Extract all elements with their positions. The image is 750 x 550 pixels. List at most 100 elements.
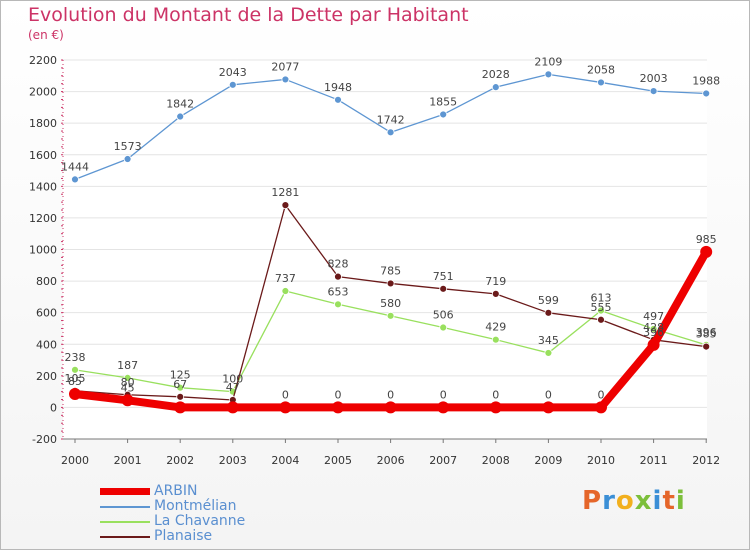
y-tick-label: 400 xyxy=(36,338,57,351)
data-point-2 xyxy=(597,306,605,315)
data-point-2 xyxy=(649,325,658,333)
data-label-3: 599 xyxy=(538,294,559,307)
x-tick-label: 2006 xyxy=(377,454,405,467)
data-point-2 xyxy=(386,311,395,320)
data-label-2: 613 xyxy=(591,292,612,305)
x-tick-label: 2011 xyxy=(640,454,668,467)
data-point-3 xyxy=(439,284,448,293)
data-point-2 xyxy=(491,335,500,344)
logo-letter: i xyxy=(675,486,686,516)
data-label-1: 1742 xyxy=(377,113,405,126)
data-label-2: 396 xyxy=(696,326,717,339)
data-label-0: 0 xyxy=(545,388,552,401)
chart-subtitle: (en €) xyxy=(28,28,64,42)
data-point-1 xyxy=(491,83,500,92)
data-point-0 xyxy=(384,401,397,414)
data-label-0: 0 xyxy=(440,388,447,401)
data-label-2: 238 xyxy=(65,351,86,364)
data-point-0 xyxy=(437,401,450,414)
x-tick-label: 2010 xyxy=(587,454,615,467)
data-point-3 xyxy=(176,392,185,401)
data-point-3 xyxy=(281,201,290,210)
y-tick-label: 2200 xyxy=(29,54,57,67)
legend-label-planaise: Planaise xyxy=(154,528,213,544)
data-label-0: 0 xyxy=(598,388,605,401)
data-point-2 xyxy=(71,365,79,374)
y-tick-label: 1200 xyxy=(29,212,57,225)
y-tick-label: 0 xyxy=(50,401,57,414)
data-point-1 xyxy=(228,80,237,89)
data-point-0 xyxy=(226,401,239,414)
y-tick-label: 200 xyxy=(36,370,57,383)
chart-title: Evolution du Montant de la Dette par Hab… xyxy=(28,4,469,26)
data-label-2: 497 xyxy=(643,310,664,323)
proxiti-logo: Proxiti xyxy=(582,486,686,516)
data-label-2: 653 xyxy=(328,285,349,298)
data-point-2 xyxy=(334,300,342,309)
data-point-2 xyxy=(123,373,132,382)
data-point-0 xyxy=(700,245,713,258)
data-point-0 xyxy=(174,401,187,414)
y-tick-label: 1800 xyxy=(29,117,57,130)
y-tick-label: 1600 xyxy=(29,149,57,162)
data-label-0: 396 xyxy=(643,326,664,339)
data-label-3: 785 xyxy=(380,264,401,277)
data-label-1: 1988 xyxy=(692,74,720,87)
logo-letter: o xyxy=(615,486,635,516)
x-tick-label: 2005 xyxy=(324,454,352,467)
legend-label-montmelian: Montmélian xyxy=(154,498,237,514)
data-label-1: 2109 xyxy=(534,55,562,68)
data-label-2: 125 xyxy=(170,369,191,382)
data-label-2: 580 xyxy=(380,297,401,310)
data-label-1: 2028 xyxy=(482,68,510,81)
data-label-0: 0 xyxy=(387,388,394,401)
data-label-0: 0 xyxy=(492,388,499,401)
data-point-1 xyxy=(597,78,605,87)
data-label-1: 1842 xyxy=(166,98,194,111)
data-point-3 xyxy=(491,289,500,298)
data-point-1 xyxy=(702,89,711,98)
data-point-2 xyxy=(544,349,553,357)
data-label-0: 0 xyxy=(335,388,342,401)
data-label-3: 67 xyxy=(173,378,187,391)
legend-swatch-planaise xyxy=(100,536,150,538)
data-point-1 xyxy=(649,87,658,96)
data-label-1: 1444 xyxy=(61,160,89,173)
logo-letter: i xyxy=(652,486,663,516)
data-label-3: 719 xyxy=(485,275,506,288)
data-label-1: 2043 xyxy=(219,66,247,79)
data-label-1: 2058 xyxy=(587,63,615,76)
data-label-0: 85 xyxy=(68,375,82,388)
data-label-1: 1855 xyxy=(429,95,457,108)
data-point-2 xyxy=(281,287,290,295)
data-label-1: 1948 xyxy=(324,81,352,94)
data-label-3: 47 xyxy=(226,381,240,394)
y-tick-label: 600 xyxy=(36,307,57,320)
x-tick-label: 2001 xyxy=(114,454,142,467)
x-tick-label: 2009 xyxy=(534,454,562,467)
legend-swatch-arbin xyxy=(100,488,150,495)
data-label-1: 2003 xyxy=(640,72,668,85)
legend-label-arbin: ARBIN xyxy=(154,483,198,499)
y-tick-label: -200 xyxy=(32,433,57,446)
data-label-0: 0 xyxy=(282,388,289,401)
data-point-1 xyxy=(544,70,553,79)
x-tick-label: 2007 xyxy=(429,454,457,467)
legend-swatch-la-chavanne xyxy=(100,521,150,523)
data-point-1 xyxy=(439,110,448,119)
x-tick-label: 2003 xyxy=(219,454,247,467)
data-point-1 xyxy=(281,75,290,84)
data-point-0 xyxy=(542,401,555,414)
data-label-3: 1281 xyxy=(271,186,299,199)
y-tick-label: 800 xyxy=(36,275,57,288)
data-point-1 xyxy=(386,128,395,137)
data-point-1 xyxy=(123,155,132,163)
data-point-1 xyxy=(176,112,185,121)
data-label-3: 555 xyxy=(591,301,612,314)
y-tick-label: 1000 xyxy=(29,244,57,257)
logo-letter: t xyxy=(662,486,676,516)
data-point-0 xyxy=(595,401,607,414)
data-point-0 xyxy=(489,401,502,414)
data-label-2: 429 xyxy=(485,321,506,334)
